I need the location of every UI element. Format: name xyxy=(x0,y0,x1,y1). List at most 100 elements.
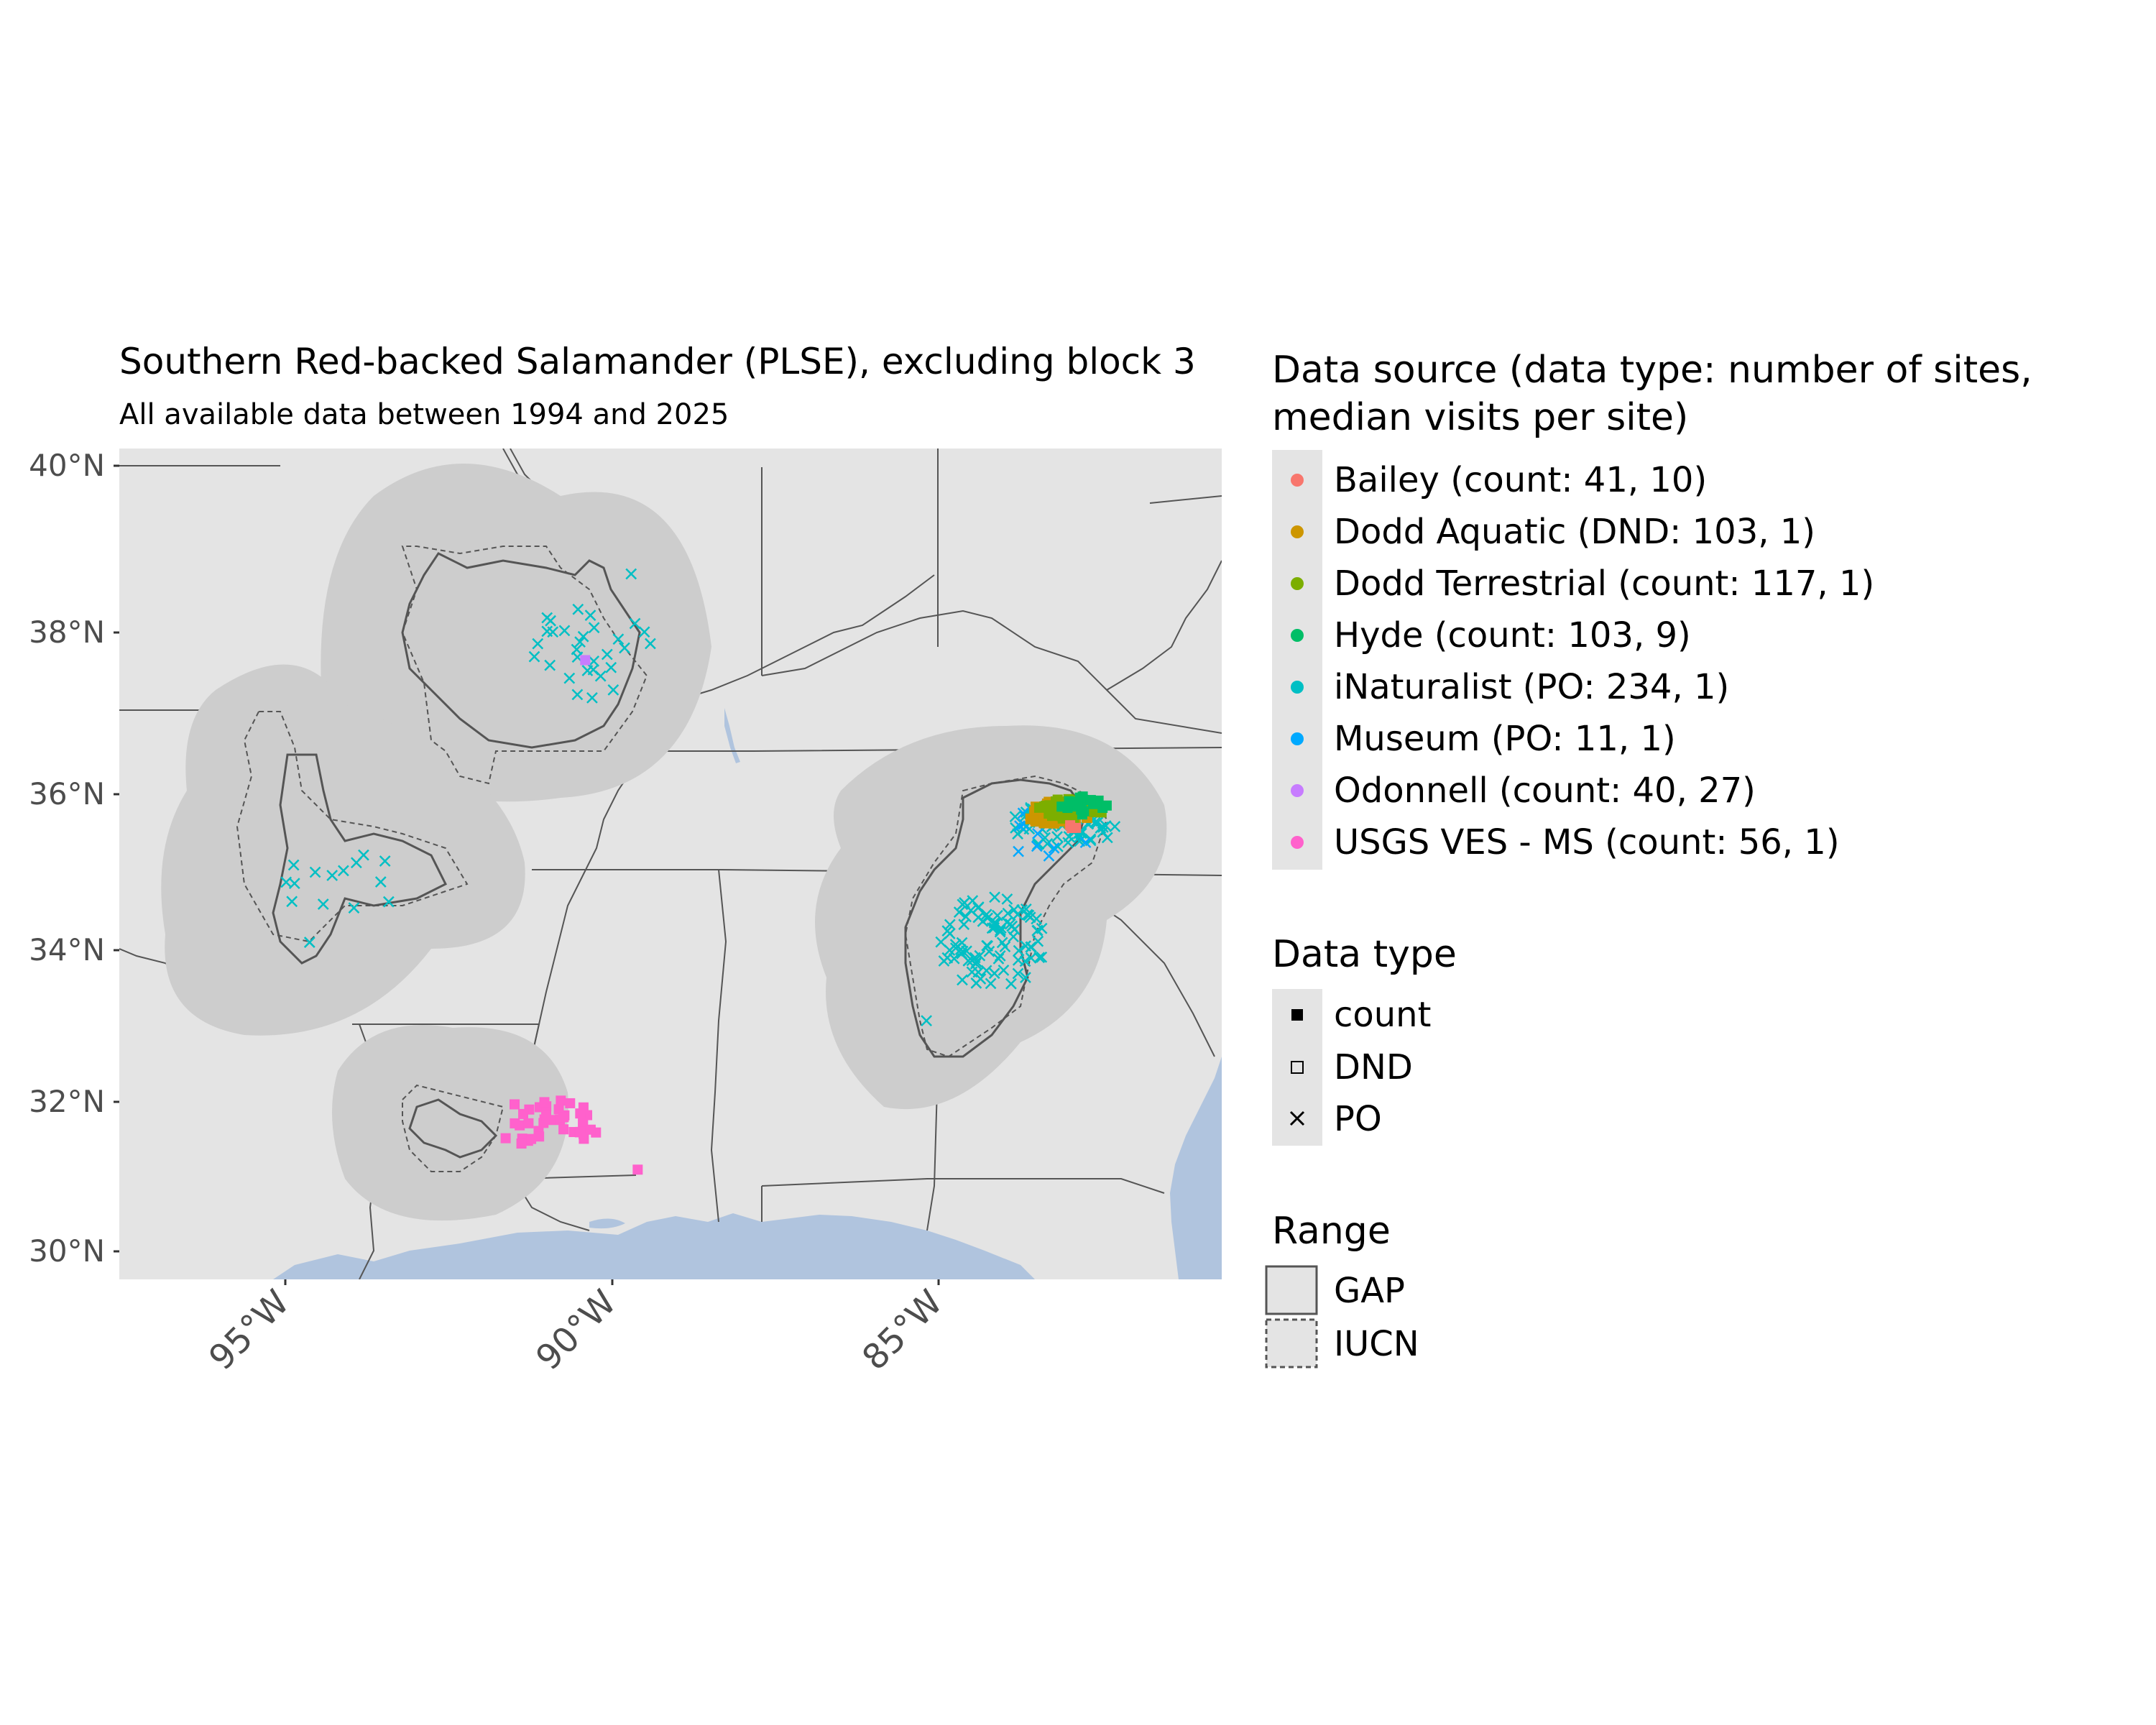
legend-source-title: median visits per site) xyxy=(1272,396,1688,439)
data-point xyxy=(980,965,992,977)
data-point xyxy=(572,603,584,615)
data-point xyxy=(518,1108,529,1119)
data-point xyxy=(1020,903,1032,915)
data-point xyxy=(558,625,571,637)
data-point xyxy=(1051,831,1063,843)
data-point xyxy=(538,1118,549,1128)
data-point xyxy=(584,610,596,622)
data-point xyxy=(563,672,576,684)
data-point xyxy=(534,1131,545,1142)
legend-source-swatch xyxy=(1291,577,1304,590)
legend-type-title: Data type xyxy=(1272,933,1457,976)
data-point xyxy=(994,926,1006,938)
data-point xyxy=(287,859,300,871)
data-point xyxy=(982,940,994,952)
data-point xyxy=(558,1124,569,1135)
x-tick-label: 90°W xyxy=(528,1282,624,1378)
data-point xyxy=(1002,907,1014,919)
data-point xyxy=(571,689,584,701)
data-point xyxy=(574,636,586,648)
y-tick-label: 30°N xyxy=(29,1233,105,1269)
gulf-of-mexico xyxy=(273,1213,1035,1279)
legend-type-label: DND xyxy=(1334,1047,1413,1087)
data-point xyxy=(982,912,993,924)
lake-pontchartrain xyxy=(589,1218,625,1229)
data-point xyxy=(629,617,641,630)
data-point xyxy=(1019,955,1031,967)
gap-louisiana xyxy=(408,1098,498,1159)
data-point xyxy=(1031,827,1044,840)
data-point xyxy=(957,898,969,911)
data-point xyxy=(1048,842,1060,854)
data-point xyxy=(1089,806,1100,817)
data-point xyxy=(1023,909,1035,921)
data-point xyxy=(539,1097,550,1108)
data-point xyxy=(565,1098,576,1108)
data-point xyxy=(500,1133,511,1144)
data-point xyxy=(1062,837,1074,849)
gap-arkansas xyxy=(272,753,448,965)
data-point xyxy=(953,906,965,918)
data-point xyxy=(1036,922,1048,934)
data-point xyxy=(580,655,591,666)
data-point xyxy=(558,1112,569,1123)
data-point xyxy=(1032,935,1044,947)
data-point xyxy=(587,663,599,676)
legend-source-items: Bailey (count: 41, 10) Dodd Aquatic (DND:… xyxy=(1291,460,1874,862)
data-point xyxy=(1101,800,1112,811)
data-point xyxy=(607,684,619,696)
legend-type-label: count xyxy=(1334,995,1431,1035)
data-point xyxy=(374,876,387,888)
data-point xyxy=(619,642,630,654)
data-point xyxy=(303,937,315,948)
data-point xyxy=(948,952,960,965)
data-point xyxy=(989,891,1000,903)
data-point xyxy=(523,1118,534,1128)
data-point xyxy=(944,928,956,939)
x-tick-label: 85°W xyxy=(854,1282,950,1378)
data-point xyxy=(1077,791,1088,802)
data-point xyxy=(954,944,967,955)
data-point xyxy=(921,1015,932,1026)
legend-source-swatch xyxy=(1291,732,1304,745)
data-point xyxy=(944,944,956,956)
data-point xyxy=(1036,951,1048,963)
data-point xyxy=(632,1164,643,1175)
data-point xyxy=(286,896,298,908)
data-point xyxy=(966,966,978,978)
legend-source-label: iNaturalist (PO: 234, 1) xyxy=(1334,667,1729,707)
legend-source-swatch xyxy=(1291,784,1304,797)
data-point xyxy=(526,1133,537,1144)
kentucky-lake xyxy=(724,708,740,763)
atlantic-ocean xyxy=(1170,1057,1222,1279)
data-point xyxy=(1020,972,1031,983)
x-tick-label: 95°W xyxy=(201,1282,297,1378)
legend-source-title: Data source (data type: number of sites, xyxy=(1272,349,2032,392)
po-key-cross xyxy=(1289,1110,1305,1126)
data-point xyxy=(935,936,947,948)
data-point xyxy=(317,898,329,910)
data-point xyxy=(975,973,987,985)
data-point xyxy=(382,896,395,908)
data-point xyxy=(938,955,950,967)
data-point xyxy=(998,965,1010,976)
gap-georgia xyxy=(904,778,1087,1058)
data-point xyxy=(556,1095,566,1106)
legend-source-swatch xyxy=(1291,474,1304,487)
legend-source-swatch xyxy=(1291,629,1304,642)
data-point xyxy=(960,911,972,923)
data-point xyxy=(996,937,1008,949)
legend-source-swatch xyxy=(1291,681,1304,694)
data-point xyxy=(957,974,968,986)
data-point xyxy=(1005,978,1017,990)
gap-range xyxy=(272,552,1087,1159)
data-point xyxy=(578,1102,589,1113)
data-point xyxy=(588,655,600,667)
legend-range-label: GAP xyxy=(1334,1271,1405,1311)
data-point xyxy=(571,643,583,656)
y-tick-label: 32°N xyxy=(29,1084,105,1119)
data-point xyxy=(1056,811,1067,822)
legend-source-swatch xyxy=(1291,836,1304,849)
data-point xyxy=(541,625,553,638)
data-point xyxy=(577,630,589,643)
